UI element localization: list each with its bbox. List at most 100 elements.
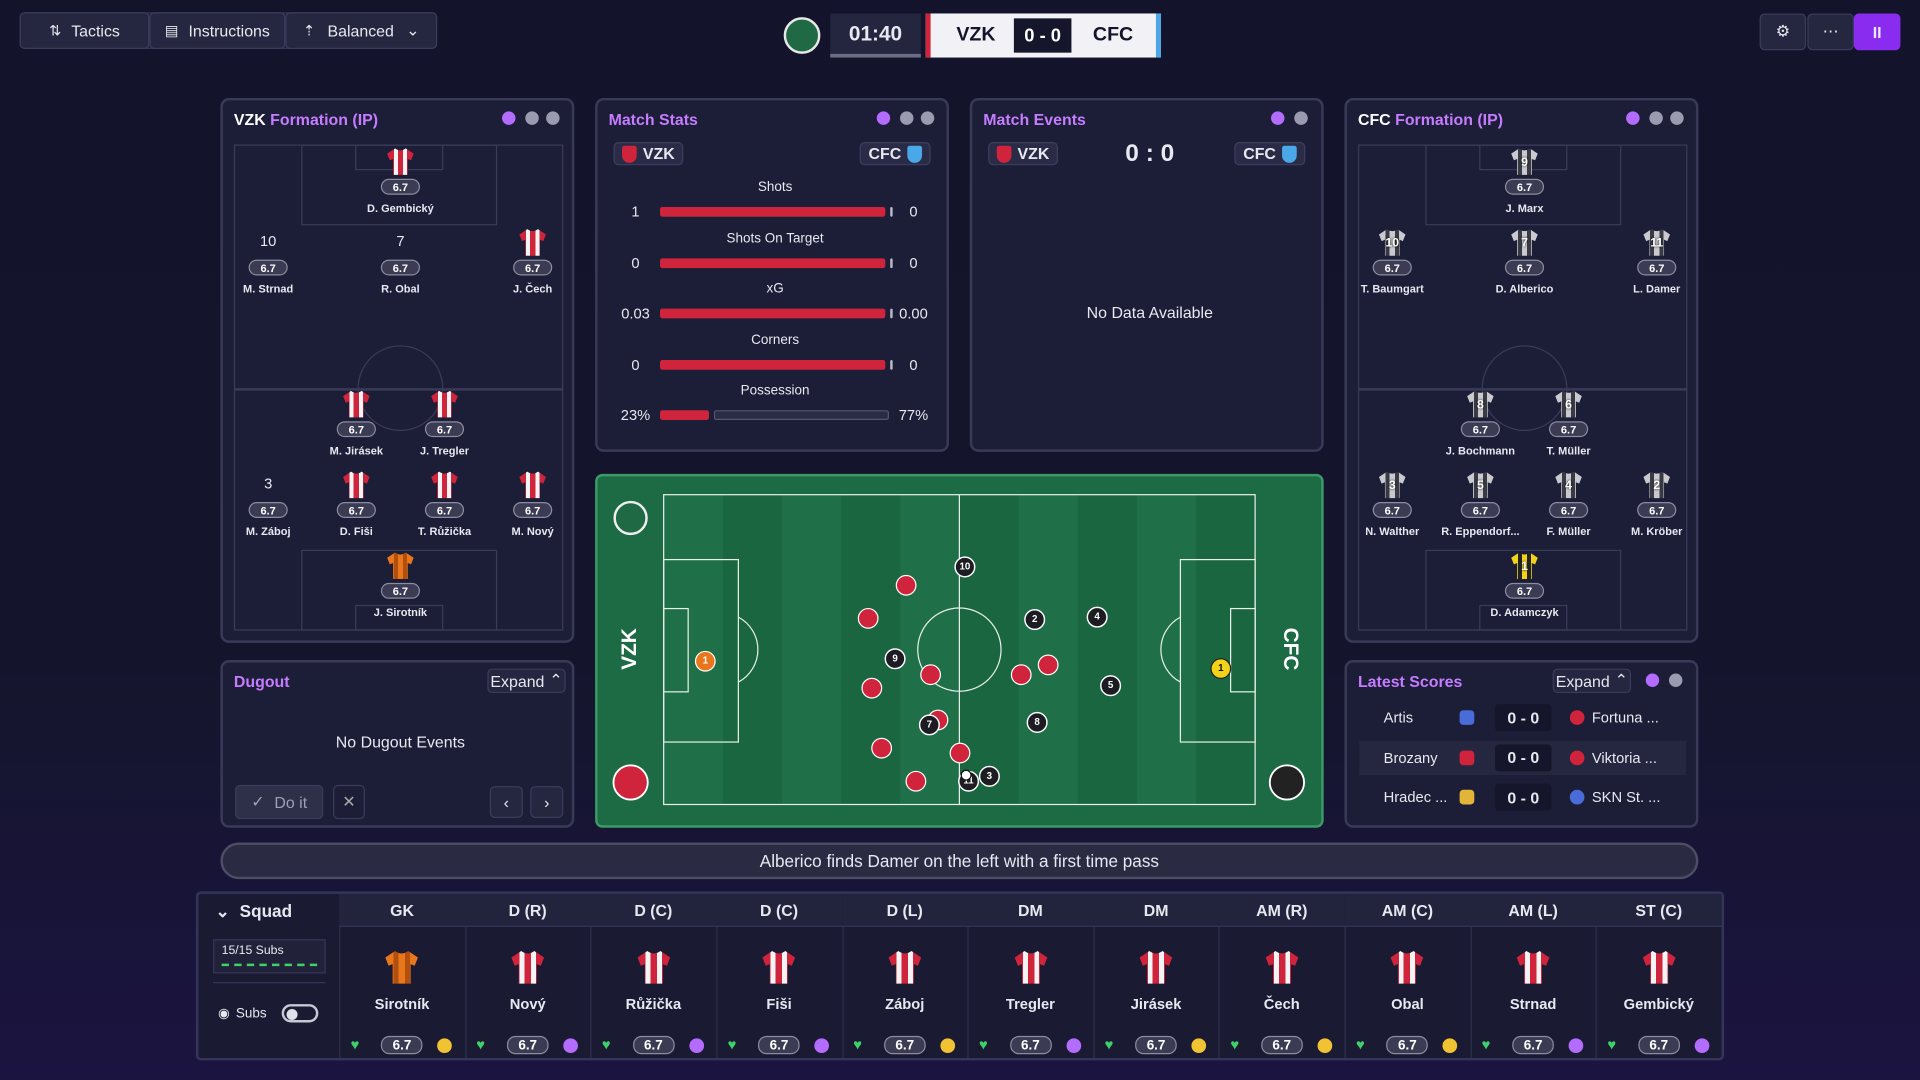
home-bar <box>660 410 709 421</box>
label: Subs <box>235 1005 267 1021</box>
player-name: D. Adamczyk <box>1490 606 1559 619</box>
away-player-dot <box>1024 609 1046 631</box>
shirt-number: 9 <box>1521 156 1528 170</box>
home-team: Brozany <box>1383 748 1438 766</box>
rating: 6.7 <box>1637 259 1677 276</box>
subs-indicator <box>221 963 318 967</box>
team: CFC <box>868 144 902 163</box>
shirt <box>1555 471 1582 499</box>
column-divider <box>1595 893 1598 1058</box>
settings-button[interactable]: ⚙ <box>1759 13 1807 51</box>
away-player-number: 2 <box>1032 614 1038 625</box>
shirt-number: 1 <box>1521 560 1528 574</box>
shirt <box>1516 951 1550 984</box>
pause-button[interactable]: II <box>1853 13 1901 51</box>
expand-button[interactable]: Expand ⌃ <box>487 668 566 694</box>
previous-button[interactable]: ‹ <box>489 786 523 818</box>
rating: 6.7 <box>513 259 553 276</box>
page-dot <box>1294 111 1308 125</box>
icon: ✓ <box>251 792 265 811</box>
away-player-dot <box>1026 711 1048 733</box>
team: CFC <box>1357 110 1391 129</box>
shirt-number: 5 <box>1477 479 1484 493</box>
away-player-dot <box>954 556 976 578</box>
fitness: ♥ <box>727 1035 737 1054</box>
home-value: 0 <box>631 254 640 272</box>
home-bar <box>660 257 886 268</box>
rating: 6.7 <box>1512 1035 1554 1055</box>
position-header: D (R) <box>464 893 591 927</box>
home-player-dot <box>1037 654 1059 676</box>
rating: 6.7 <box>1637 502 1677 518</box>
fitness: ♥ <box>1356 1035 1365 1054</box>
rating: 6.7 <box>1548 502 1589 518</box>
home-value: 0.03 <box>621 305 650 323</box>
goal-box <box>1479 604 1568 631</box>
away-crest <box>1569 710 1585 725</box>
do-it-button[interactable]: ✓ Do it <box>235 784 324 820</box>
rating: 6.7 <box>1009 1035 1052 1055</box>
column-divider <box>339 893 341 1058</box>
player-name: N. Walther <box>1365 525 1420 538</box>
shirt <box>511 951 545 984</box>
label: Balanced <box>327 21 394 40</box>
mentality-dropdown[interactable]: ⇡ Balanced ⌄ <box>285 12 438 49</box>
away-bar <box>890 257 893 268</box>
morale <box>688 1038 704 1054</box>
page-dot <box>920 111 935 125</box>
competition-logo <box>783 17 821 54</box>
ball <box>960 769 972 781</box>
expand-button[interactable]: Expand ⌃ <box>1552 668 1632 694</box>
empty-message: No Dugout Events <box>335 732 466 752</box>
fitness: ♥ <box>1481 1035 1491 1054</box>
tactics-button[interactable]: ⇅ Tactics <box>19 12 150 49</box>
divider <box>213 982 326 984</box>
subs-toggle[interactable]: ◉ Subs <box>218 1005 267 1021</box>
column-divider <box>716 893 718 1058</box>
home-formation-panel: VZK Formation (IP) 6.7 D. Gembický 10 6.7 M.… <box>220 97 575 643</box>
player-name: M. Nový <box>511 525 554 538</box>
rating: 6.7 <box>1504 178 1545 195</box>
morale <box>1065 1038 1081 1054</box>
home-crest <box>1459 710 1475 725</box>
switch[interactable] <box>281 1004 319 1023</box>
away-player-dot <box>884 648 906 670</box>
page-dot <box>1649 111 1663 125</box>
instructions-button[interactable]: ▤ Instructions <box>149 12 286 49</box>
goal-box <box>663 607 689 693</box>
rating: 6.7 <box>1637 1035 1680 1055</box>
away-label: CFC <box>1279 628 1302 671</box>
rating: 6.7 <box>506 1035 549 1055</box>
column-divider <box>464 893 467 1058</box>
team: VZK <box>642 144 675 163</box>
shirt-number: 3 <box>264 475 273 493</box>
position-header: AM (L) <box>1470 893 1596 927</box>
centre-circle <box>1481 345 1568 432</box>
column-divider <box>1344 893 1346 1058</box>
dismiss-button[interactable]: ✕ <box>333 784 365 820</box>
page-dot <box>1626 111 1640 125</box>
icon: ⌃ <box>1614 671 1628 690</box>
squad-toggle[interactable]: ⌄ Squad <box>216 901 293 922</box>
player-name: J. Bochmann <box>1445 444 1516 457</box>
shirt <box>888 951 922 984</box>
icon: ⇡ <box>302 22 316 40</box>
player-name: R. Obal <box>381 282 420 296</box>
player-name: Strnad <box>1509 995 1557 1013</box>
score: 0 - 0 <box>1013 18 1072 53</box>
away-bar <box>890 308 893 319</box>
morale <box>1568 1038 1584 1054</box>
away-player-number: 10 <box>959 561 970 572</box>
rating: 6.7 <box>758 1035 800 1055</box>
away-value: 0 <box>909 254 918 272</box>
player-name: Čech <box>1263 995 1300 1013</box>
next-button[interactable]: › <box>530 786 564 818</box>
shirt <box>1467 390 1494 418</box>
away-bar <box>890 359 893 370</box>
page-dot <box>1668 673 1683 687</box>
home-bar <box>660 359 886 370</box>
more-button[interactable]: ⋯ <box>1807 13 1854 51</box>
page-dot <box>525 111 539 125</box>
away-keeper-number: 1 <box>1218 663 1224 674</box>
